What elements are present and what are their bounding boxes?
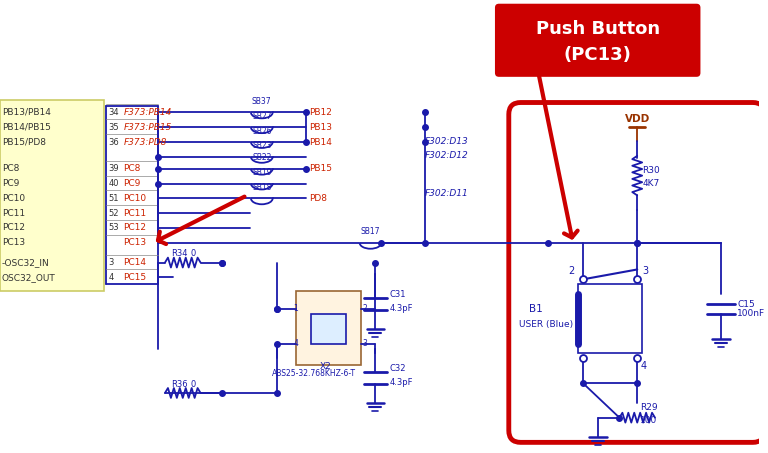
Text: PC11: PC11 [2, 209, 25, 217]
Text: PC10: PC10 [2, 194, 25, 203]
Text: 4: 4 [109, 273, 114, 282]
Text: PB15/PD8: PB15/PD8 [2, 138, 46, 146]
Text: 100nF: 100nF [737, 309, 765, 318]
Text: 4: 4 [293, 339, 298, 348]
Text: 2: 2 [362, 304, 367, 313]
Text: F373:PD8: F373:PD8 [124, 138, 167, 146]
Text: 51: 51 [109, 194, 119, 203]
Text: OSC32_OUT: OSC32_OUT [2, 273, 56, 282]
Text: PB13/PB14: PB13/PB14 [2, 108, 51, 117]
Text: 2: 2 [568, 266, 574, 276]
Text: 4.3pF: 4.3pF [389, 304, 412, 313]
Text: PC11: PC11 [124, 209, 147, 217]
Text: 40: 40 [109, 179, 119, 188]
Text: 0: 0 [190, 249, 196, 258]
FancyBboxPatch shape [508, 102, 765, 443]
Text: PC12: PC12 [2, 223, 25, 232]
Text: F373:PB15: F373:PB15 [124, 123, 172, 132]
Text: 3: 3 [642, 266, 648, 276]
Text: PC13: PC13 [2, 238, 25, 247]
Text: SB27: SB27 [252, 112, 272, 121]
Bar [578, 284, 642, 353]
Text: SB19: SB19 [252, 168, 272, 177]
Text: SB26: SB26 [252, 127, 272, 135]
Text: 34: 34 [109, 108, 119, 117]
Text: C31: C31 [389, 289, 406, 299]
Text: ABS25-32.768KHZ-6-T: ABS25-32.768KHZ-6-T [272, 369, 356, 378]
Text: SB23: SB23 [252, 141, 272, 150]
Text: R29: R29 [641, 403, 658, 412]
Text: 53: 53 [109, 223, 119, 232]
Text: PC13: PC13 [124, 238, 147, 247]
Text: F373:PB14: F373:PB14 [124, 108, 172, 117]
Text: F302:D11: F302:D11 [425, 189, 468, 198]
Text: X2: X2 [320, 362, 332, 371]
Text: SB17: SB17 [361, 227, 380, 236]
Text: PB13: PB13 [310, 123, 333, 132]
Text: 3: 3 [362, 339, 367, 348]
Text: R30: R30 [642, 166, 660, 175]
Text: F302:D12: F302:D12 [425, 151, 468, 160]
Text: SB18: SB18 [252, 183, 272, 192]
Text: 3: 3 [109, 258, 114, 267]
Text: F302:D13: F302:D13 [425, 136, 468, 145]
Text: R36: R36 [171, 380, 187, 389]
Text: PC12: PC12 [124, 223, 147, 232]
Text: PD8: PD8 [310, 194, 327, 203]
Text: PC9: PC9 [2, 179, 19, 188]
Bar [296, 291, 361, 365]
Text: PB15: PB15 [310, 164, 333, 173]
Bar [311, 314, 346, 343]
Text: 4K7: 4K7 [642, 179, 660, 188]
Text: 52: 52 [109, 209, 119, 217]
Text: USER (Blue): USER (Blue) [518, 320, 573, 329]
Text: 4: 4 [641, 361, 647, 371]
Text: SB22: SB22 [252, 153, 272, 162]
Text: C32: C32 [389, 364, 406, 373]
Text: PB14/PB15: PB14/PB15 [2, 123, 51, 132]
Text: B1: B1 [528, 304, 542, 314]
Text: 36: 36 [109, 138, 119, 146]
Text: PC8: PC8 [124, 164, 141, 173]
Text: PB14: PB14 [310, 138, 332, 146]
Text: (PC13): (PC13) [564, 46, 631, 64]
Text: SB37: SB37 [252, 97, 272, 106]
Text: PC10: PC10 [124, 194, 147, 203]
Text: PC15: PC15 [124, 273, 147, 282]
Text: 1: 1 [293, 304, 298, 313]
Text: PC8: PC8 [2, 164, 19, 173]
Text: -OSC32_IN: -OSC32_IN [2, 258, 50, 267]
Text: 0: 0 [190, 380, 196, 389]
Text: 100: 100 [641, 416, 657, 425]
Text: 4.3pF: 4.3pF [389, 378, 412, 386]
Text: R34: R34 [171, 249, 187, 258]
Text: C15: C15 [737, 299, 755, 308]
Text: Push Button: Push Button [535, 20, 660, 39]
Text: PC9: PC9 [124, 179, 141, 188]
Text: VDD: VDD [624, 114, 650, 124]
FancyBboxPatch shape [0, 100, 104, 291]
FancyBboxPatch shape [495, 4, 700, 77]
Text: PB12: PB12 [310, 108, 332, 117]
Text: 39: 39 [109, 164, 119, 173]
Text: 35: 35 [109, 123, 119, 132]
Text: PC14: PC14 [124, 258, 147, 267]
